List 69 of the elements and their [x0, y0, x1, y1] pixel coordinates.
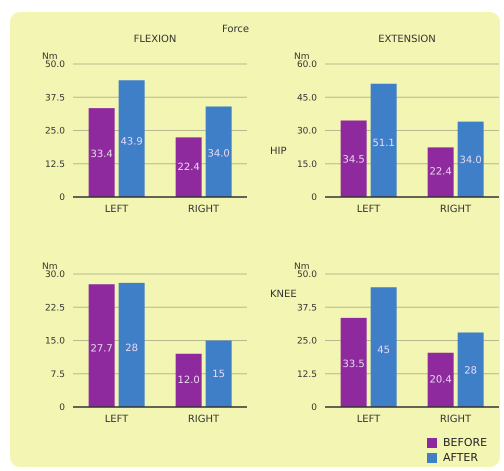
bar [176, 354, 202, 407]
text: HIP [270, 146, 286, 157]
y-tick-label: 15.0 [296, 160, 318, 170]
bar [458, 332, 484, 407]
x-tick-label: LEFT [356, 414, 382, 426]
bar [340, 318, 367, 407]
y-tick-label: 0 [311, 193, 318, 204]
data-label: 15 [212, 369, 226, 380]
data-label: 20.4 [430, 374, 452, 386]
bar [458, 122, 484, 197]
y-tick-label: 15.0 [44, 336, 66, 347]
y-tick-label: 0 [311, 403, 318, 414]
data-label: 34.5 [342, 154, 365, 166]
y-tick-label: 50.0 [44, 60, 66, 70]
data-label: 27.7 [90, 344, 113, 355]
bar [118, 282, 145, 407]
bar [88, 108, 115, 197]
y-tick-label: 37.5 [296, 303, 317, 314]
text: KNEE [270, 289, 297, 300]
y-tick-label: 37.5 [44, 93, 65, 104]
bar [370, 84, 397, 197]
bar [118, 80, 145, 197]
data-label: 34.0 [208, 148, 230, 160]
x-tick-label: LEFT [104, 414, 130, 426]
bar [370, 287, 397, 407]
x-tick-label: RIGHT [188, 204, 220, 216]
data-label: 12.0 [178, 375, 200, 386]
data-label: 45 [377, 345, 390, 356]
x-tick-label: LEFT [104, 204, 130, 216]
x-tick-label: RIGHT [188, 414, 220, 426]
y-tick-label: 30.0 [44, 270, 66, 280]
data-label: 43.9 [120, 136, 143, 148]
bar [176, 137, 202, 197]
data-label: 34.0 [460, 155, 482, 166]
y-tick-label: 50.0 [296, 270, 318, 280]
y-tick-label: 12.5 [44, 160, 65, 170]
data-label: 33.5 [342, 358, 365, 370]
chart-title: EXTENSION [377, 34, 437, 45]
data-label: 51.1 [372, 138, 395, 150]
y-tick-label: 0 [59, 193, 66, 204]
x-tick-label: LEFT [356, 204, 382, 216]
data-label: 28 [125, 343, 138, 354]
bar [88, 284, 115, 407]
y-tick-label: 0 [59, 403, 66, 414]
legend-label: AFTER [443, 451, 478, 464]
data-label: 33.4 [90, 149, 113, 160]
bar [206, 106, 232, 197]
legend-label: BEFORE [443, 436, 488, 449]
data-label: 22.4 [430, 166, 452, 178]
y-tick-label: 45.0 [296, 93, 318, 104]
y-axis-title: Nm [42, 52, 58, 62]
chart-title: FLEXION [132, 34, 178, 45]
bar [428, 147, 454, 197]
y-tick-label: 12.5 [296, 370, 317, 380]
bar [428, 352, 454, 407]
y-tick-label: 60.0 [296, 60, 318, 70]
y-axis-title: Nm [294, 262, 310, 272]
data-label: 28 [464, 365, 478, 376]
x-tick-label: RIGHT [440, 204, 472, 216]
y-tick-label: 30.0 [296, 126, 318, 137]
y-tick-label: 22.5 [44, 303, 65, 314]
text: Force [222, 24, 250, 35]
x-tick-label: RIGHT [440, 414, 472, 426]
bar [340, 120, 367, 197]
bar [206, 340, 232, 407]
y-tick-label: 7.5 [50, 370, 65, 380]
data-label: 22.4 [178, 162, 200, 174]
y-tick-label: 25.0 [44, 126, 66, 137]
y-tick-label: 25.0 [296, 336, 318, 347]
